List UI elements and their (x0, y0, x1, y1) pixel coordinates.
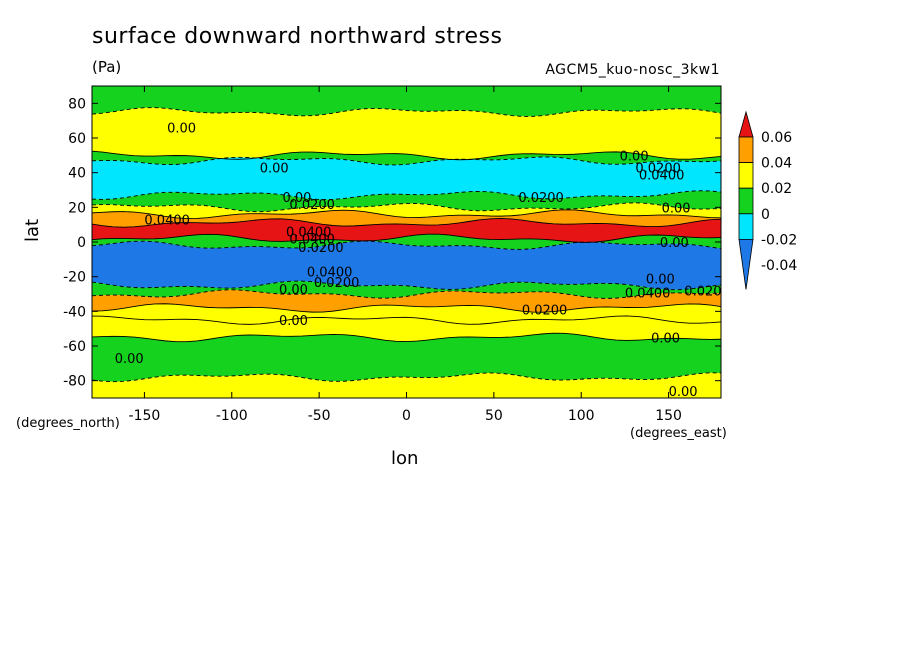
y-tick-label: -80 (63, 374, 86, 390)
contour-line (92, 218, 721, 228)
contour-label: 0.00 (279, 283, 308, 298)
contour-label: 0.0400 (625, 286, 671, 301)
contour-label: 0.0200 (518, 191, 564, 206)
contour-line (92, 190, 721, 201)
contour-label: 0.00 (620, 149, 649, 164)
y-axis-title: lat (22, 218, 43, 242)
contour-label: 0.00 (282, 191, 311, 206)
contour-band (92, 241, 721, 290)
contour-line (92, 150, 721, 161)
contour-line (92, 156, 721, 166)
contour-band (92, 372, 721, 398)
y-tick-label: -40 (63, 304, 86, 320)
contour-labels: 0.000.000.000.02000.04000.04000.04000.02… (115, 122, 730, 400)
contour-label: 0.0200 (314, 276, 360, 291)
contour-band (92, 156, 721, 200)
x-tick-label: 0 (402, 408, 411, 424)
contour-label: 0.0200 (522, 304, 568, 319)
y-tick-label: -60 (63, 339, 86, 355)
contour-label: 0.00 (260, 161, 289, 176)
y-tick-label: 0 (77, 235, 86, 251)
contour-label: 0.00 (669, 385, 698, 400)
y-tick-label: 60 (68, 131, 86, 147)
x-axis-units: (degrees_east) (630, 426, 727, 441)
colorbar-segment (738, 213, 754, 240)
contour-label: 0.0200 (289, 198, 335, 213)
y-tick-label: 80 (68, 96, 86, 112)
x-tick-label: -50 (308, 408, 331, 424)
colorbar: 0.06 0.04 0.02 0 -0.02 -0.04 (738, 110, 797, 290)
colorbar-segment (738, 162, 754, 189)
contour-label: 0.0200 (635, 161, 681, 176)
contour-label: 0.0400 (289, 233, 335, 248)
contour-label: 0.0400 (639, 168, 685, 183)
contour-band (92, 303, 721, 325)
contour-band (92, 315, 721, 342)
contour-label: 0.00 (115, 352, 144, 367)
x-tick-label: -100 (216, 408, 248, 424)
colorbar-label: 0 (761, 207, 770, 223)
contour-label: 0.00 (662, 201, 691, 216)
y-tick-label: -20 (63, 270, 86, 286)
contour-band (92, 107, 721, 160)
colorbar-segment (738, 136, 754, 164)
contour-band (92, 281, 721, 299)
dataset-label: AGCM5_kuo-nosc_3kw1 (545, 62, 720, 78)
contour-fills (92, 86, 721, 398)
y-tick-label: 40 (68, 166, 86, 182)
colorbar-label: 0.04 (761, 156, 792, 172)
contour-line (92, 372, 721, 383)
contour-label: 0.00 (651, 331, 680, 346)
contour-band (92, 234, 721, 250)
x-axis-title: lon (391, 448, 419, 469)
x-axis: -150 -100 -50 0 50 100 150 (129, 86, 682, 424)
contour-lines (92, 107, 721, 383)
colorbar-label: -0.04 (761, 258, 797, 274)
x-tick-label: 150 (655, 408, 682, 424)
colorbar-label: 0.02 (761, 181, 792, 197)
contour-band (92, 209, 721, 228)
contour-line (92, 315, 721, 325)
contour-label: 0.0400 (286, 226, 332, 241)
contour-label: 0.0400 (307, 265, 353, 280)
contour-band (92, 202, 721, 219)
contour-line (92, 280, 721, 291)
contour-line (92, 107, 721, 117)
chart-title: surface downward northward stress (92, 24, 503, 49)
x-tick-label: 100 (568, 408, 595, 424)
contour-label: 0.00 (167, 122, 196, 137)
contour-band (92, 86, 721, 117)
x-tick-label: 50 (485, 408, 503, 424)
contour-line (92, 303, 721, 313)
contour-label: 0.00 (646, 272, 675, 287)
contour-band (92, 289, 721, 313)
contour-line (92, 289, 721, 299)
contour-label: 0.00 (279, 314, 308, 329)
contour-label: 0.00 (660, 236, 689, 251)
colorbar-label: -0.02 (761, 232, 797, 248)
y-axis-units: (degrees_north) (16, 416, 120, 431)
contour-line (92, 332, 721, 343)
contour-label: 0.0200 (298, 241, 344, 256)
contour-label: 0.0200 (684, 285, 730, 300)
contour-line (92, 233, 721, 243)
contour-line (92, 209, 721, 219)
colorbar-arrow-bottom (738, 238, 754, 290)
y-tick-label: 20 (68, 200, 86, 216)
y-axis: 80 60 40 20 0 -20 -40 -60 -80 (63, 96, 721, 390)
colorbar-label: 0.06 (761, 130, 792, 146)
contour-label: 0.0400 (144, 213, 190, 228)
contour-line (92, 202, 721, 213)
colorbar-segment (738, 187, 754, 215)
chart-units: (Pa) (92, 58, 122, 76)
contour-band (92, 333, 721, 382)
colorbar-arrow-top (738, 110, 754, 138)
contour-line (92, 240, 721, 250)
contour-band (92, 190, 721, 212)
x-tick-label: -150 (129, 408, 161, 424)
